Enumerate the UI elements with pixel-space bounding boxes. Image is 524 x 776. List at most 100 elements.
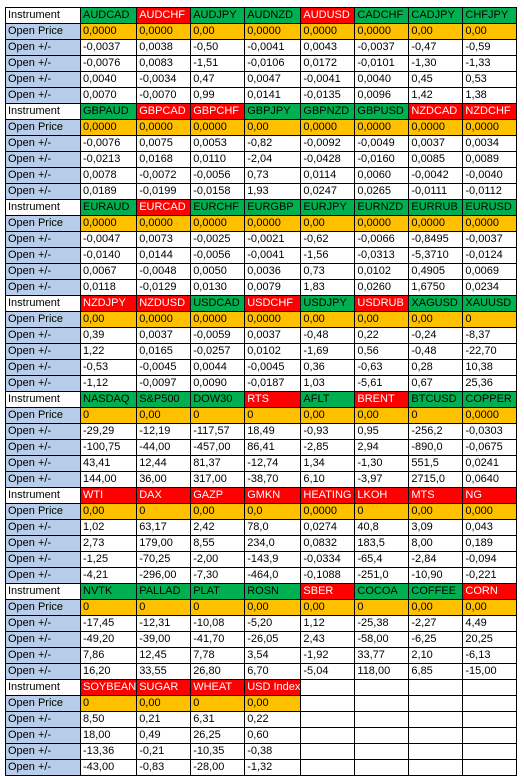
- instrument-name-cell[interactable]: GBPJPY: [244, 103, 302, 120]
- open-change-cell[interactable]: -0,0076: [79, 55, 138, 72]
- instrument-name-cell[interactable]: GBPNZD: [300, 103, 356, 120]
- open-change-cell[interactable]: -251,0: [354, 567, 410, 584]
- open-change-cell[interactable]: -0,0056: [190, 167, 246, 184]
- open-change-cell[interactable]: 0,0036: [244, 263, 302, 280]
- open-change-cell[interactable]: 0,0172: [300, 55, 356, 72]
- open-change-cell[interactable]: -0,47: [408, 39, 464, 56]
- open-change-cell[interactable]: -0,0158: [190, 183, 246, 200]
- open-price-cell[interactable]: 0,0000: [190, 311, 246, 328]
- instrument-name-cell[interactable]: NZDCHF: [462, 103, 518, 120]
- open-change-cell[interactable]: 118,00: [354, 663, 410, 680]
- open-change-cell[interactable]: -117,57: [190, 423, 246, 440]
- open-change-cell[interactable]: -2,85: [300, 439, 356, 456]
- open-change-cell[interactable]: 1,03: [300, 375, 356, 392]
- open-change-cell[interactable]: 0,0114: [300, 167, 356, 184]
- instrument-name-cell[interactable]: NASDAQ: [79, 391, 138, 408]
- open-price-cell[interactable]: 0,0000: [136, 215, 192, 232]
- instrument-name-cell[interactable]: CORN: [462, 583, 518, 600]
- open-change-cell[interactable]: 10,38: [462, 359, 518, 376]
- open-change-cell[interactable]: 12,45: [136, 647, 192, 664]
- instrument-name-cell[interactable]: CADCHF: [354, 7, 410, 24]
- open-change-cell[interactable]: -0,0257: [190, 343, 246, 360]
- open-change-cell[interactable]: -2,04: [244, 151, 302, 168]
- open-change-cell[interactable]: 0,0060: [354, 167, 410, 184]
- open-price-cell[interactable]: 0,0000: [244, 23, 302, 40]
- open-change-cell[interactable]: 0,0234: [462, 279, 518, 296]
- instrument-name-cell[interactable]: MTS: [408, 487, 464, 504]
- open-change-cell[interactable]: -65,4: [354, 551, 410, 568]
- open-change-cell[interactable]: -0,0041: [244, 39, 302, 56]
- open-change-cell[interactable]: -1,30: [408, 55, 464, 72]
- open-change-cell[interactable]: 0,0047: [244, 71, 302, 88]
- open-change-cell[interactable]: -0,0303: [462, 423, 518, 440]
- instrument-name-cell[interactable]: AFLT: [300, 391, 356, 408]
- open-price-cell[interactable]: 0,0000: [354, 119, 410, 136]
- open-change-cell[interactable]: -0,0045: [244, 359, 302, 376]
- instrument-name-cell[interactable]: GBPCAD: [136, 103, 192, 120]
- open-price-cell[interactable]: 0,0000: [462, 215, 518, 232]
- instrument-name-cell[interactable]: AUDCHF: [136, 7, 192, 24]
- instrument-name-cell[interactable]: EURCAD: [136, 199, 192, 216]
- open-change-cell[interactable]: -0,0092: [300, 135, 356, 152]
- open-change-cell[interactable]: -0,53: [79, 359, 138, 376]
- instrument-name-cell[interactable]: RTS: [244, 391, 302, 408]
- open-change-cell[interactable]: 7,78: [190, 647, 246, 664]
- open-price-cell[interactable]: 0,00: [408, 599, 464, 616]
- open-change-cell[interactable]: 1,22: [79, 343, 138, 360]
- open-change-cell[interactable]: -5,3710: [408, 247, 464, 264]
- instrument-name-cell[interactable]: USDRUB: [354, 295, 410, 312]
- open-change-cell[interactable]: 0,0265: [354, 183, 410, 200]
- open-change-cell[interactable]: -0,0106: [244, 55, 302, 72]
- open-price-cell[interactable]: 0,00: [408, 23, 464, 40]
- open-price-cell[interactable]: 0,0000: [354, 23, 410, 40]
- open-change-cell[interactable]: -0,0059: [190, 327, 246, 344]
- open-change-cell[interactable]: -0,0049: [354, 135, 410, 152]
- open-change-cell[interactable]: 0,0130: [190, 279, 246, 296]
- open-change-cell[interactable]: -0,0025: [190, 231, 246, 248]
- open-change-cell[interactable]: 81,37: [190, 455, 246, 472]
- open-price-cell[interactable]: 0,0000: [190, 119, 246, 136]
- open-price-cell[interactable]: 0: [190, 695, 246, 712]
- open-change-cell[interactable]: 0,0832: [300, 535, 356, 552]
- open-price-cell[interactable]: 0,000: [462, 503, 518, 520]
- open-change-cell[interactable]: -70,25: [136, 551, 192, 568]
- open-change-cell[interactable]: -41,70: [190, 631, 246, 648]
- open-change-cell[interactable]: 0,4905: [408, 263, 464, 280]
- open-change-cell[interactable]: 0,95: [354, 423, 410, 440]
- open-change-cell[interactable]: -1,33: [462, 55, 518, 72]
- open-price-cell[interactable]: 0,00: [462, 23, 518, 40]
- instrument-name-cell[interactable]: COFFEE: [408, 583, 464, 600]
- open-price-cell[interactable]: 0,0000: [300, 119, 356, 136]
- open-price-cell[interactable]: 0,0: [244, 503, 302, 520]
- open-change-cell[interactable]: 0,0141: [244, 87, 302, 104]
- open-change-cell[interactable]: -0,0129: [136, 279, 192, 296]
- open-change-cell[interactable]: -0,0097: [136, 375, 192, 392]
- open-change-cell[interactable]: -29,29: [79, 423, 138, 440]
- instrument-name-cell[interactable]: SOYBEAN: [79, 679, 138, 696]
- open-price-cell[interactable]: 0,00: [408, 503, 464, 520]
- open-change-cell[interactable]: 0,0189: [79, 183, 138, 200]
- open-change-cell[interactable]: -12,31: [136, 615, 192, 632]
- open-price-cell[interactable]: 0,00: [190, 23, 246, 40]
- open-change-cell[interactable]: -1,51: [190, 55, 246, 72]
- instrument-name-cell[interactable]: GBPAUD: [79, 103, 138, 120]
- open-change-cell[interactable]: 0,0040: [354, 71, 410, 88]
- open-change-cell[interactable]: 2715,0: [408, 471, 464, 488]
- open-change-cell[interactable]: 6,10: [300, 471, 356, 488]
- open-change-cell[interactable]: -0,0037: [462, 231, 518, 248]
- open-change-cell[interactable]: -0,59: [462, 39, 518, 56]
- open-change-cell[interactable]: 78,0: [244, 519, 302, 536]
- instrument-name-cell[interactable]: COPPER: [462, 391, 518, 408]
- open-change-cell[interactable]: -0,0045: [136, 359, 192, 376]
- open-change-cell[interactable]: -0,0047: [79, 231, 138, 248]
- open-change-cell[interactable]: -22,70: [462, 343, 518, 360]
- open-change-cell[interactable]: 234,0: [244, 535, 302, 552]
- open-change-cell[interactable]: -10,90: [408, 567, 464, 584]
- open-change-cell[interactable]: -0,8495: [408, 231, 464, 248]
- open-change-cell[interactable]: 0,0078: [79, 167, 138, 184]
- open-change-cell[interactable]: -0,50: [190, 39, 246, 56]
- open-change-cell[interactable]: 0,99: [190, 87, 246, 104]
- open-change-cell[interactable]: 0,0067: [79, 263, 138, 280]
- open-change-cell[interactable]: -0,0041: [244, 247, 302, 264]
- open-change-cell[interactable]: -0,0040: [462, 167, 518, 184]
